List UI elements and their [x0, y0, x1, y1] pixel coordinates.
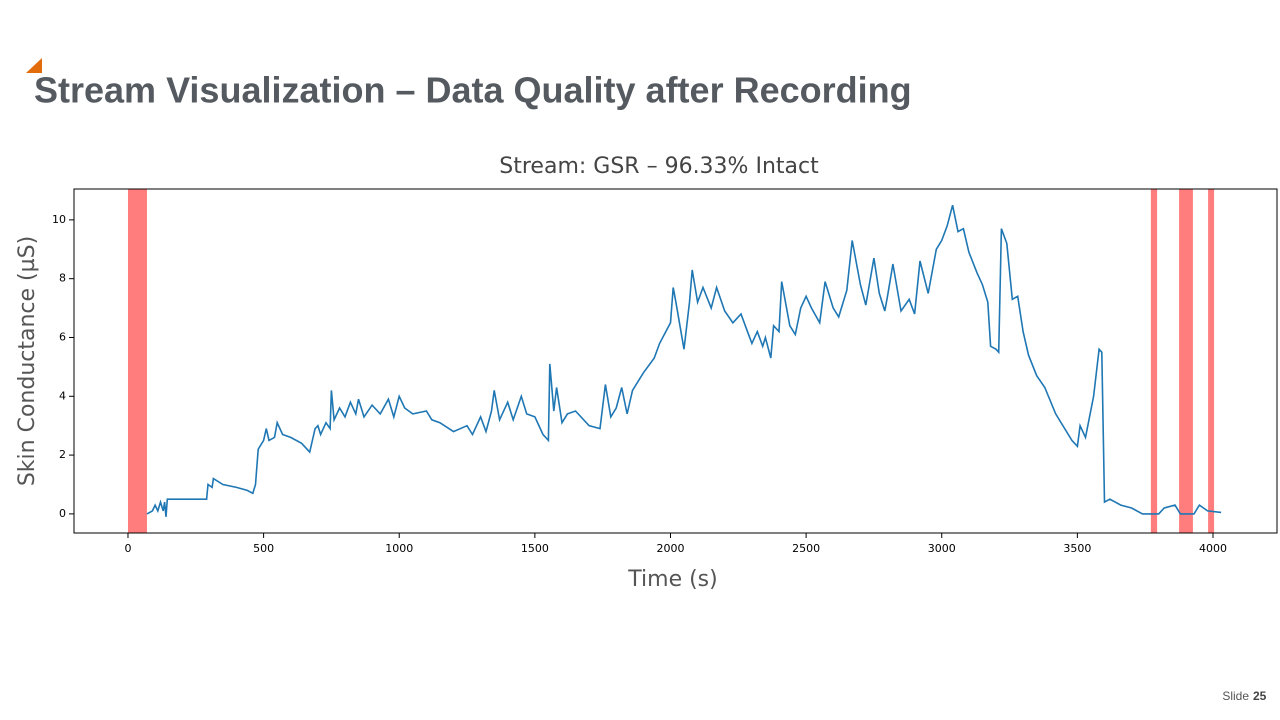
y-tick-label: 10 [52, 213, 66, 226]
slide-number: 25 [1253, 689, 1267, 703]
data-line [146, 204, 1222, 517]
x-tick-label: 3500 [1063, 542, 1091, 555]
accent [26, 58, 42, 73]
x-axis-label: Time (s) [627, 567, 717, 592]
x-tick-label: 3000 [928, 542, 956, 555]
y-axis-label: Skin Conductance (µS) [15, 236, 40, 486]
y-tick-label: 0 [59, 507, 66, 520]
chart-title: Stream: GSR – 96.33% Intact [499, 154, 819, 179]
x-tick-label: 500 [253, 542, 274, 555]
x-tick-label: 2000 [656, 542, 684, 555]
x-tick-label: 4000 [1199, 542, 1227, 555]
plot-frame [73, 188, 1278, 534]
gap-region [1150, 189, 1158, 533]
gap-region [1179, 189, 1193, 533]
gap-region [1208, 189, 1215, 533]
y-tick-label: 6 [59, 330, 66, 343]
y-tick-label: 4 [59, 389, 66, 402]
x-tick-label: 0 [124, 542, 131, 555]
slide-title: Stream Visualization – Data Quality afte… [34, 70, 912, 111]
y-tick-label: 8 [59, 272, 66, 285]
x-tick-label: 1500 [521, 542, 549, 555]
x-tick-label: 2500 [792, 542, 820, 555]
gap-region [127, 189, 147, 533]
y-tick-label: 2 [59, 448, 66, 461]
slide-label: Slide [1222, 689, 1249, 703]
x-tick-label: 1000 [385, 542, 413, 555]
